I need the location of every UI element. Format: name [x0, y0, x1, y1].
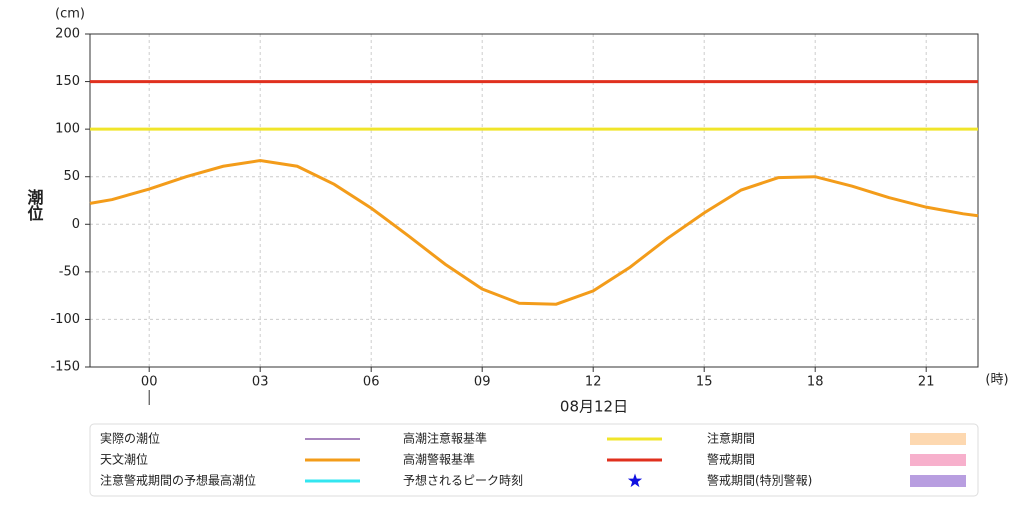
- tide-line: [89, 159, 979, 306]
- y-tick-label: 100: [55, 122, 80, 137]
- x-tick-label: 12: [585, 375, 602, 390]
- legend-swatch: [910, 475, 966, 487]
- x-tick-label: 15: [696, 375, 713, 390]
- x-tick-label: 00: [141, 375, 158, 390]
- legend-swatch: [627, 473, 643, 488]
- y-tick-label: 0: [72, 217, 80, 232]
- legend-label: 天文潮位: [100, 452, 148, 467]
- x-tick-label: 21: [918, 375, 935, 390]
- legend-label: 実際の潮位: [100, 431, 160, 446]
- y-tick-label: -150: [50, 360, 80, 375]
- y-tick-label: 50: [63, 169, 80, 184]
- y-tick-label: -50: [59, 264, 80, 279]
- legend-box: [89, 423, 979, 497]
- y-label: 潮位: [25, 188, 44, 222]
- legend-label: 注意警戒期間の予想最高潮位: [100, 473, 256, 488]
- legend-swatch: [910, 454, 966, 466]
- legend-label: 予想されるピーク時刻: [403, 473, 523, 488]
- x-tick-label: 09: [474, 375, 491, 390]
- x-tick-label: 18: [807, 375, 824, 390]
- legend-label: 高潮注意報基準: [403, 431, 487, 446]
- y-unit: (cm): [55, 7, 85, 22]
- legend-label: 警戒期間: [707, 452, 755, 467]
- y-tick-label: -100: [50, 312, 80, 327]
- x-tick-label: 03: [252, 375, 269, 390]
- plot-frame: [89, 33, 979, 368]
- date-label: 08月12日: [560, 398, 628, 416]
- y-tick-label: 200: [55, 27, 80, 42]
- x-unit: (時): [985, 373, 1008, 388]
- y-tick-label: 150: [55, 74, 80, 89]
- legend-label: 高潮警報基準: [403, 452, 475, 467]
- x-tick-label: 06: [363, 375, 380, 390]
- legend-swatch: [910, 433, 966, 445]
- legend-label: 警戒期間(特別警報): [707, 473, 812, 488]
- legend-label: 注意期間: [707, 431, 755, 446]
